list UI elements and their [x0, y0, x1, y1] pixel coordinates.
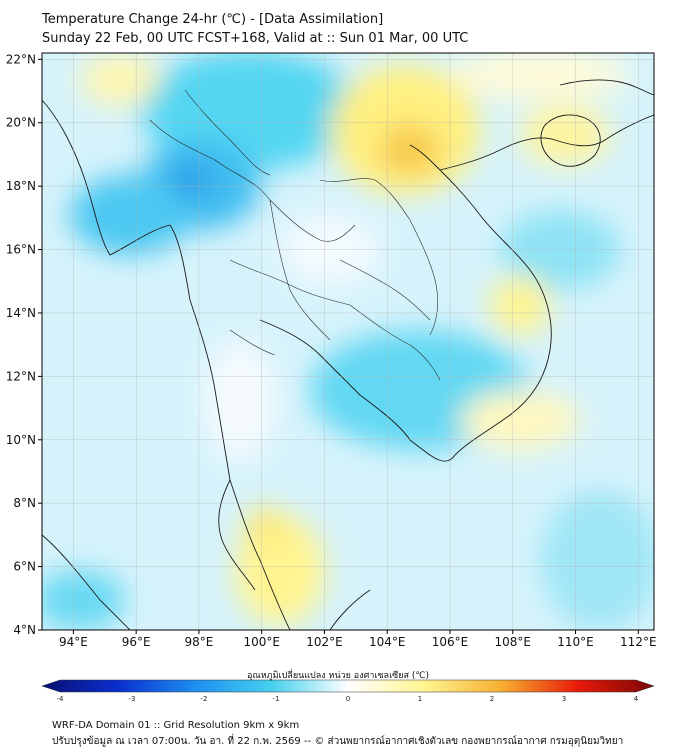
- coastlines: [42, 79, 654, 630]
- lat-label: 12°N: [6, 369, 36, 383]
- colorbar: -4 -3 -2 -1 0 1 2 3 4: [41, 679, 655, 703]
- latitude-labels: 22°N 20°N 18°N 16°N 14°N 12°N 10°N 8°N 6°N 4°N: [6, 52, 42, 637]
- temperature-field: [42, 53, 654, 630]
- lat-label: 20°N: [6, 116, 36, 130]
- colorbar-tick-label: -4: [57, 695, 65, 703]
- footer-model-info: WRF-DA Domain 01 :: Grid Resolution 9km …: [52, 720, 300, 731]
- lat-label: 14°N: [6, 306, 36, 320]
- lon-label: 108°E: [495, 635, 532, 649]
- lon-label: 100°E: [243, 635, 280, 649]
- lon-label: 94°E: [59, 635, 88, 649]
- colorbar-scale: [41, 679, 655, 693]
- colorbar-tick-label: 4: [634, 695, 639, 703]
- colorbar-tick-label: 3: [562, 695, 566, 703]
- lon-label: 96°E: [122, 635, 151, 649]
- longitude-labels: 94°E 96°E 98°E 100°E 102°E 104°E 106°E 108°E 110…: [59, 630, 657, 649]
- map-title: Temperature Change 24-hr (℃) - [Data Ass…: [42, 12, 384, 27]
- colorbar-tick-label: 2: [490, 695, 494, 703]
- lon-label: 112°E: [620, 635, 657, 649]
- colorbar-tick-label: -3: [129, 695, 136, 703]
- lon-label: 104°E: [369, 635, 406, 649]
- map-subtitle: Sunday 22 Feb, 00 UTC FCST+168, Valid at…: [42, 31, 469, 46]
- colorbar-label: อุณหภูมิเปลี่ยนแปลง หน่วย องศาเซลเซียส (…: [246, 671, 430, 681]
- lat-label: 18°N: [6, 179, 36, 193]
- admin-borders: [149, 89, 441, 381]
- lat-label: 22°N: [6, 52, 36, 66]
- colorbar-tick-label: -1: [273, 695, 280, 703]
- lat-label: 8°N: [13, 496, 36, 510]
- lon-label: 110°E: [557, 635, 594, 649]
- lon-label: 102°E: [306, 635, 343, 649]
- lon-label: 106°E: [432, 635, 469, 649]
- colorbar-tick-label: -2: [201, 695, 208, 703]
- colorbar-tick-label: 0: [346, 695, 350, 703]
- lat-label: 4°N: [13, 623, 36, 637]
- lat-label: 16°N: [6, 243, 36, 257]
- lon-label: 98°E: [184, 635, 213, 649]
- lat-label: 10°N: [6, 433, 36, 447]
- footer-credit: ปรับปรุงข้อมูล ณ เวลา 07:00น. วัน อา. ที…: [52, 736, 624, 747]
- colorbar-ticks: -4 -3 -2 -1 0 1 2 3 4: [57, 695, 639, 703]
- colorbar-tick-label: 1: [418, 695, 422, 703]
- lat-label: 6°N: [13, 560, 36, 574]
- map-frame: [41, 52, 655, 631]
